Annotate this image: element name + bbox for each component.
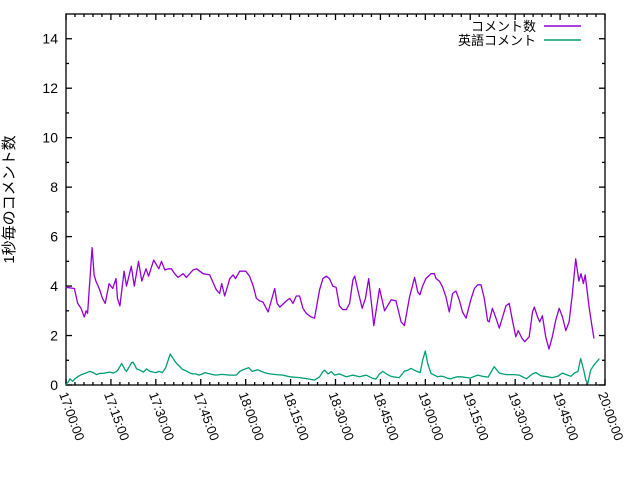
y-tick-label: 4 [50,278,58,294]
y-tick-label: 8 [50,179,58,195]
y-tick-label: 2 [50,328,58,344]
y-tick-label: 10 [42,130,58,146]
y-axis-title: 1秒毎のコメント数 [1,135,18,263]
y-tick-label: 14 [42,31,58,47]
legend-label-0: コメント数 [471,19,536,34]
series-line-0 [65,247,595,350]
series-line-1 [65,350,600,386]
y-tick-label: 12 [42,80,58,96]
y-tick-label: 0 [50,377,58,393]
y-tick-label: 6 [50,229,58,245]
legend-label-1: 英語コメント [458,33,536,48]
